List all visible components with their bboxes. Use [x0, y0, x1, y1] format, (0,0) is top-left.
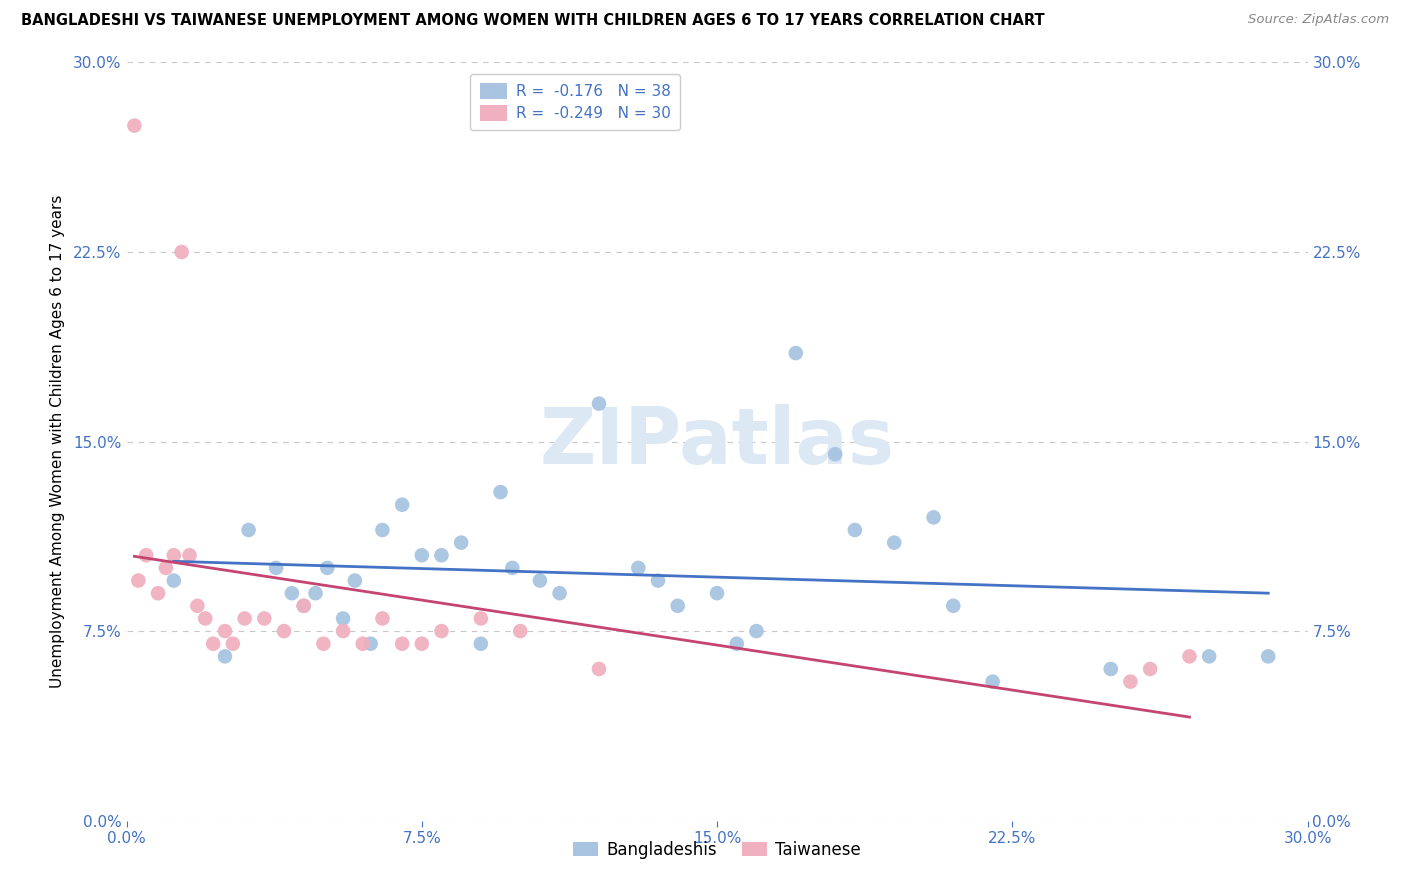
- Point: [391, 498, 413, 512]
- Point: [194, 611, 217, 625]
- Point: [253, 611, 276, 625]
- Point: [1257, 649, 1279, 664]
- Point: [548, 586, 571, 600]
- Text: BANGLADESHI VS TAIWANESE UNEMPLOYMENT AMONG WOMEN WITH CHILDREN AGES 6 TO 17 YEA: BANGLADESHI VS TAIWANESE UNEMPLOYMENT AM…: [21, 13, 1045, 29]
- Point: [725, 637, 748, 651]
- Point: [360, 637, 382, 651]
- Point: [501, 561, 523, 575]
- Point: [470, 637, 492, 651]
- Point: [588, 396, 610, 410]
- Point: [179, 548, 201, 563]
- Point: [316, 561, 339, 575]
- Point: [124, 119, 146, 133]
- Point: [588, 662, 610, 676]
- Point: [163, 548, 186, 563]
- Point: [238, 523, 260, 537]
- Point: [666, 599, 689, 613]
- Point: [411, 637, 433, 651]
- Point: [332, 624, 354, 639]
- Point: [186, 599, 208, 613]
- Point: [529, 574, 551, 588]
- Point: [292, 599, 315, 613]
- Text: Source: ZipAtlas.com: Source: ZipAtlas.com: [1249, 13, 1389, 27]
- Point: [647, 574, 669, 588]
- Point: [135, 548, 157, 563]
- Point: [127, 574, 149, 588]
- Point: [1119, 674, 1142, 689]
- Point: [706, 586, 728, 600]
- Point: [292, 599, 315, 613]
- Point: [343, 574, 366, 588]
- Point: [371, 523, 394, 537]
- Point: [981, 674, 1004, 689]
- Point: [170, 244, 193, 259]
- Point: [1139, 662, 1161, 676]
- Point: [264, 561, 287, 575]
- Point: [202, 637, 225, 651]
- Y-axis label: Unemployment Among Women with Children Ages 6 to 17 years: Unemployment Among Women with Children A…: [49, 194, 65, 689]
- Point: [312, 637, 335, 651]
- Point: [430, 548, 453, 563]
- Point: [371, 611, 394, 625]
- Point: [214, 649, 236, 664]
- Point: [233, 611, 256, 625]
- Point: [411, 548, 433, 563]
- Point: [304, 586, 326, 600]
- Point: [273, 624, 295, 639]
- Point: [470, 611, 492, 625]
- Point: [844, 523, 866, 537]
- Point: [281, 586, 304, 600]
- Point: [214, 624, 236, 639]
- Point: [1178, 649, 1201, 664]
- Point: [883, 535, 905, 549]
- Point: [785, 346, 807, 360]
- Point: [824, 447, 846, 461]
- Point: [222, 637, 245, 651]
- Point: [332, 611, 354, 625]
- Point: [489, 485, 512, 500]
- Point: [942, 599, 965, 613]
- Point: [155, 561, 177, 575]
- Point: [146, 586, 169, 600]
- Point: [352, 637, 374, 651]
- Point: [450, 535, 472, 549]
- Point: [745, 624, 768, 639]
- Point: [391, 637, 413, 651]
- Point: [163, 574, 186, 588]
- Point: [627, 561, 650, 575]
- Legend: Bangladeshis, Taiwanese: Bangladeshis, Taiwanese: [567, 834, 868, 865]
- Point: [430, 624, 453, 639]
- Point: [1198, 649, 1220, 664]
- Point: [1099, 662, 1122, 676]
- Text: ZIPatlas: ZIPatlas: [540, 403, 894, 480]
- Point: [922, 510, 945, 524]
- Point: [509, 624, 531, 639]
